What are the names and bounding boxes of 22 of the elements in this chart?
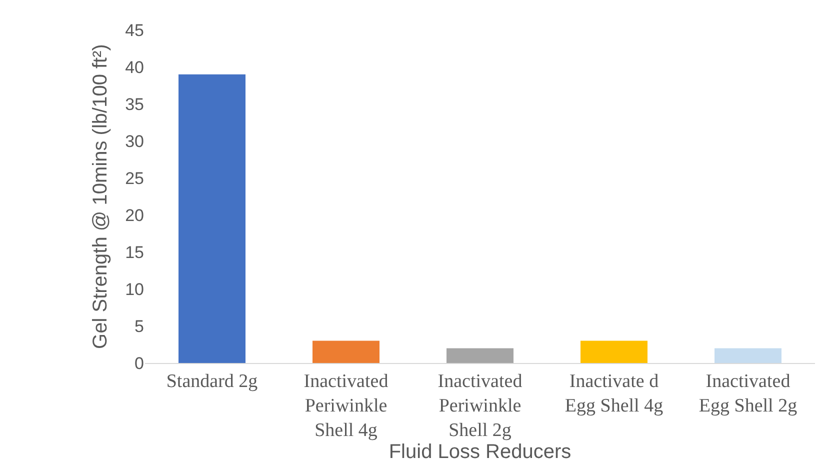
bar	[446, 348, 514, 363]
y-tick-label: 10	[125, 280, 144, 299]
x-tick-label: Standard 2g	[166, 370, 258, 392]
x-tick-label: Inactivated Egg Shell 2g	[698, 370, 798, 416]
y-tick-label: 40	[125, 58, 144, 77]
x-axis-title: Fluid Loss Reducers	[388, 441, 572, 464]
x-tick-label: Inactivated Periwinkle Shell 2g	[438, 370, 523, 442]
x-tick-label: Inactivated Periwinkle Shell 4g	[304, 370, 389, 442]
bar	[580, 340, 648, 363]
y-tick-label: 5	[134, 316, 144, 336]
y-tick-label: 30	[125, 132, 144, 151]
y-axis-title: Gel Strength @ 10mins (lb/100 ft²)	[90, 44, 112, 349]
bar	[178, 74, 246, 363]
x-tick-label: Inactivate d Egg Shell 4g	[564, 370, 664, 416]
bar	[714, 348, 782, 363]
y-tick-label: 15	[125, 242, 144, 262]
y-tick-label: 35	[125, 94, 144, 114]
y-tick-label: 20	[125, 206, 144, 225]
y-tick-label: 0	[134, 354, 144, 373]
bar	[312, 340, 380, 363]
y-tick-label: 25	[125, 168, 144, 188]
y-tick-label: 45	[125, 20, 144, 40]
